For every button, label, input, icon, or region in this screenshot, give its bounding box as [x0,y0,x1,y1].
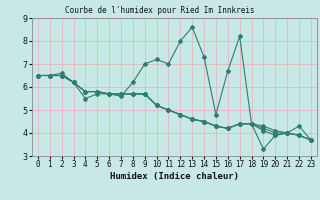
Text: Courbe de l'humidex pour Ried Im Innkreis: Courbe de l'humidex pour Ried Im Innkrei… [65,6,255,15]
X-axis label: Humidex (Indice chaleur): Humidex (Indice chaleur) [110,172,239,181]
